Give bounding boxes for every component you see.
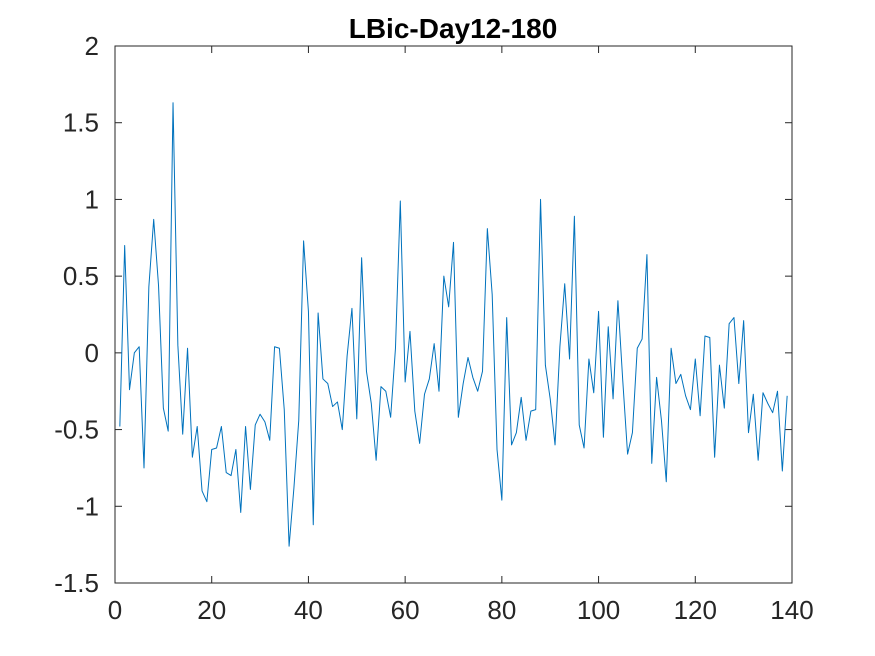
series-layer <box>119 102 788 547</box>
axes-box <box>114 45 793 584</box>
chart-title: LBic-Day12-180 <box>349 13 558 44</box>
series-line <box>119 102 788 547</box>
x-tick-label: 0 <box>108 595 122 625</box>
y-tick-label: -1.5 <box>54 568 99 598</box>
y-axis: -1.5 -1 -0.5 0 0.5 1 1.5 2 <box>54 31 792 598</box>
y-tick-label: 1.5 <box>63 108 99 138</box>
y-tick-label: 1 <box>85 184 99 214</box>
x-tick-label: 60 <box>391 595 420 625</box>
x-tick-label: 100 <box>577 595 620 625</box>
plot-frame <box>114 45 793 584</box>
y-tick-label: -1 <box>76 491 99 521</box>
y-tick-label: 0 <box>85 338 99 368</box>
x-tick-label: 140 <box>770 595 813 625</box>
x-tick-label: 40 <box>294 595 323 625</box>
y-tick-label: 2 <box>85 31 99 61</box>
y-tick-label: 0.5 <box>63 261 99 291</box>
x-tick-label: 20 <box>197 595 226 625</box>
x-tick-label: 120 <box>674 595 717 625</box>
y-tick-label: -0.5 <box>54 415 99 445</box>
x-tick-label: 80 <box>487 595 516 625</box>
x-axis: 0 20 40 60 80 100 120 140 <box>108 46 814 625</box>
